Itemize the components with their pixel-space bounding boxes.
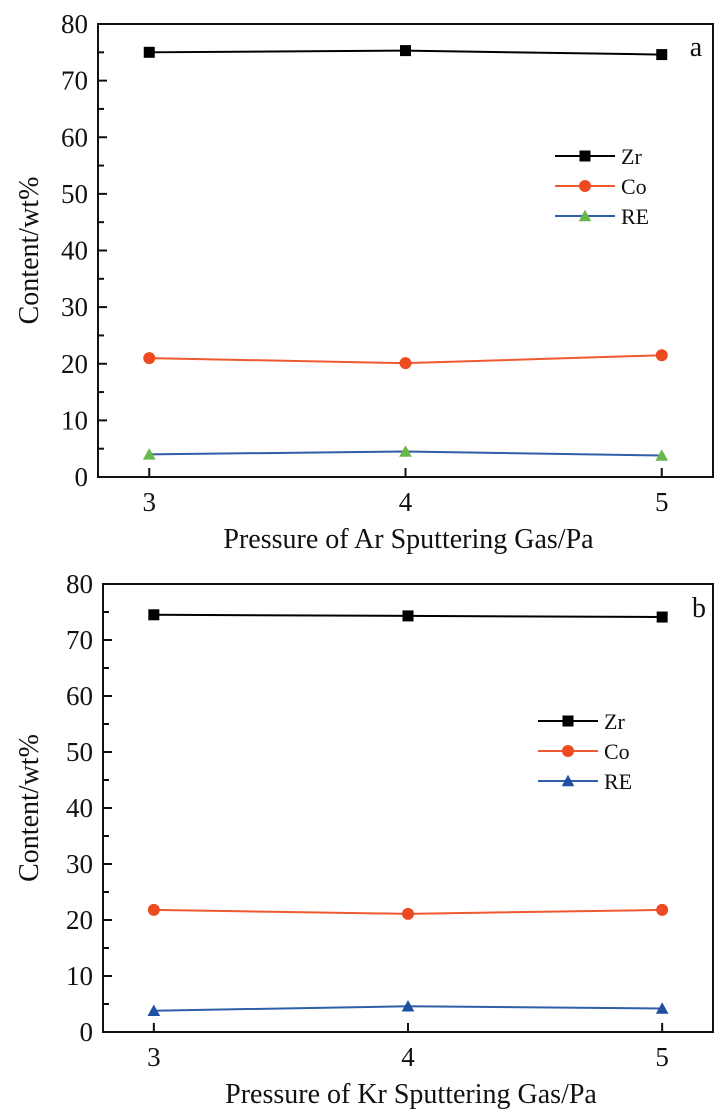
x-tick-label: 4 bbox=[399, 487, 413, 517]
data-point-co bbox=[143, 352, 156, 365]
data-point-zr bbox=[143, 46, 155, 58]
y-axis-title: Content/wt% bbox=[14, 734, 45, 882]
data-point-co bbox=[399, 357, 412, 370]
data-point-co bbox=[147, 903, 160, 916]
series-re bbox=[142, 445, 669, 461]
data-point-re bbox=[142, 448, 156, 460]
legend-entry-re: RE bbox=[555, 204, 649, 229]
x-tick-label: 3 bbox=[143, 487, 157, 517]
legend-entry-re: RE bbox=[538, 769, 632, 794]
data-point-re bbox=[399, 445, 412, 457]
series-re bbox=[147, 1000, 669, 1016]
x-axis-title: Pressure of Ar Sputtering Gas/Pa bbox=[223, 524, 594, 555]
series-co bbox=[147, 903, 669, 920]
legend-entry-zr: Zr bbox=[538, 709, 625, 734]
x-tick-label: 5 bbox=[655, 487, 669, 517]
legend-entry-zr: Zr bbox=[555, 144, 642, 169]
data-point-zr bbox=[402, 610, 414, 622]
legend-marker bbox=[579, 180, 591, 192]
data-point-re bbox=[401, 1000, 415, 1012]
y-tick-label: 60 bbox=[61, 122, 88, 152]
legend-marker bbox=[579, 150, 591, 162]
legend-marker bbox=[562, 715, 574, 727]
y-tick-label: 70 bbox=[66, 625, 93, 655]
legend-marker bbox=[561, 774, 575, 787]
y-tick-label: 70 bbox=[61, 66, 88, 96]
legend-label: Zr bbox=[621, 144, 642, 169]
data-point-re bbox=[655, 1002, 669, 1014]
series-co bbox=[143, 349, 668, 370]
legend-marker bbox=[562, 745, 574, 757]
legend-label: RE bbox=[604, 769, 632, 794]
series-zr bbox=[148, 609, 668, 623]
data-point-zr bbox=[148, 609, 160, 621]
data-point-re bbox=[655, 449, 669, 461]
y-tick-label: 10 bbox=[66, 961, 93, 991]
legend-marker bbox=[578, 209, 592, 222]
plot-frame bbox=[102, 583, 714, 1033]
legend-label: Co bbox=[604, 739, 630, 764]
data-point-co bbox=[655, 349, 668, 362]
legend-entry-co: Co bbox=[555, 174, 647, 199]
legend-label: RE bbox=[621, 204, 649, 229]
x-tick-label: 4 bbox=[401, 1042, 415, 1072]
y-tick-label: 30 bbox=[61, 292, 88, 322]
y-tick-label: 50 bbox=[61, 179, 88, 209]
data-point-co bbox=[656, 903, 669, 916]
y-tick-label: 30 bbox=[66, 849, 93, 879]
y-tick-label: 50 bbox=[66, 737, 93, 767]
y-tick-label: 80 bbox=[61, 9, 88, 39]
panel-label: a bbox=[690, 32, 703, 63]
data-point-zr bbox=[400, 45, 411, 57]
data-point-co bbox=[402, 907, 414, 920]
y-tick-label: 80 bbox=[66, 569, 93, 599]
data-point-zr bbox=[656, 49, 668, 61]
y-tick-label: 60 bbox=[66, 681, 93, 711]
y-tick-label: 0 bbox=[80, 1017, 94, 1047]
y-tick-label: 0 bbox=[75, 462, 89, 492]
data-point-re bbox=[147, 1004, 161, 1016]
y-tick-label: 10 bbox=[61, 405, 88, 435]
x-axis-title: Pressure of Kr Sputtering Gas/Pa bbox=[225, 1079, 597, 1110]
series-zr bbox=[143, 45, 668, 61]
y-axis-title: Content/wt% bbox=[14, 177, 45, 325]
chart-panel-a: 0 10 20 30 40 50 60 70 80 3 4 5 Pressure of Ar Sputt… bbox=[14, 9, 714, 555]
y-tick-label: 40 bbox=[66, 793, 93, 823]
x-tick-label: 3 bbox=[147, 1042, 161, 1072]
legend-label: Zr bbox=[604, 709, 625, 734]
panel-label: b bbox=[692, 593, 706, 624]
y-tick-label: 20 bbox=[61, 349, 88, 379]
chart-panel-b: 0 10 20 30 40 50 60 70 80 3 4 5 Pressure of Kr Sputt… bbox=[14, 569, 714, 1110]
data-point-zr bbox=[656, 611, 668, 623]
legend-entry-co: Co bbox=[538, 739, 630, 764]
y-tick-label: 20 bbox=[66, 905, 93, 935]
y-tick-label: 40 bbox=[61, 236, 88, 266]
x-tick-label: 5 bbox=[655, 1042, 669, 1072]
plot-frame bbox=[97, 23, 714, 478]
legend-label: Co bbox=[621, 174, 647, 199]
